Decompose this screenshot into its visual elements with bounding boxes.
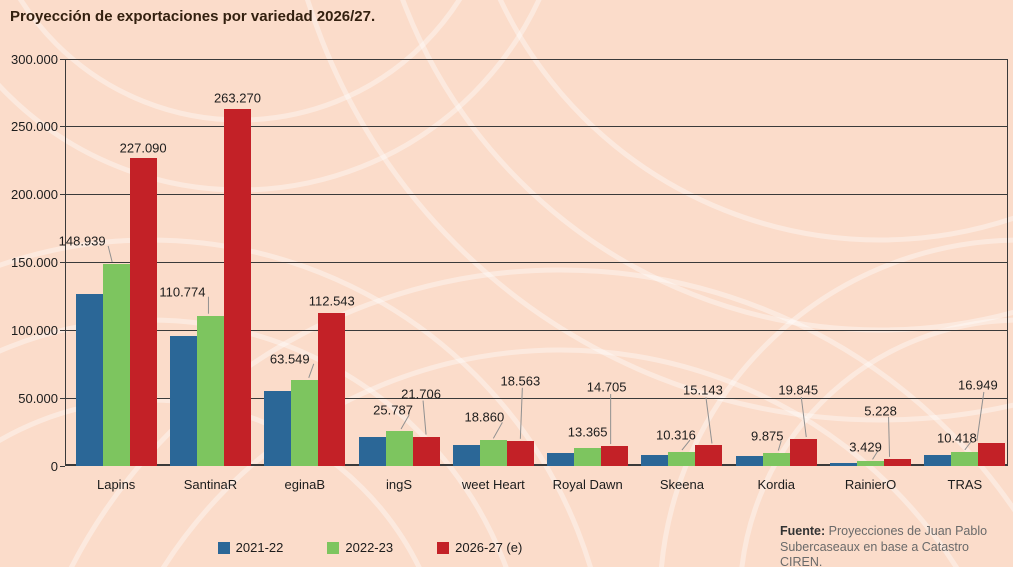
gridline	[65, 126, 1008, 128]
y-axis-tick-mark	[60, 262, 65, 263]
bar-2022-23	[102, 263, 130, 466]
bar-2026-27-e-	[601, 446, 629, 466]
value-label: 3.429	[849, 439, 882, 455]
legend-label: 2026-27 (e)	[455, 540, 523, 555]
y-axis-tick-mark	[60, 126, 65, 128]
bar-2022-23	[762, 452, 790, 466]
bar-2026-27-e-	[223, 108, 251, 466]
legend-item-2021-22: 2021-22	[217, 540, 284, 555]
legend-label: 2022-23	[345, 540, 394, 555]
bar-2026-27-e-	[129, 157, 157, 466]
x-axis-category-label: ingS	[386, 477, 413, 492]
bar-2022-23	[196, 315, 224, 466]
bar-2022-23	[857, 461, 885, 466]
bar-2026-27-e-	[318, 313, 346, 466]
bar-2026-27-e-	[789, 439, 817, 466]
value-label: 13.365	[567, 424, 608, 440]
value-label: 18.563	[500, 373, 541, 389]
bar-2022-23	[951, 451, 979, 466]
value-label: 14.705	[586, 379, 627, 395]
y-axis-tick-mark	[60, 329, 65, 331]
value-label: 227.090	[119, 140, 167, 156]
bar-2021-22	[830, 462, 858, 466]
x-axis-category-label: eginaB	[284, 477, 325, 492]
gridline	[65, 262, 1008, 263]
bar-2022-23	[291, 379, 319, 466]
value-label: 19.845	[778, 382, 819, 398]
legend-item-2022-23: 2022-23	[327, 540, 393, 555]
value-label: 18.860	[464, 409, 505, 425]
value-label: 263.270	[213, 90, 261, 106]
x-axis-category-label: Kordia	[757, 477, 796, 492]
legend-swatch-green-icon	[327, 541, 340, 554]
x-axis-category-label: Skeena	[659, 477, 704, 492]
value-label: 9.875	[750, 428, 784, 444]
value-label: 63.549	[269, 351, 310, 367]
x-axis-category-label: weet Heart	[461, 477, 525, 492]
y-axis-tick-label: 300.000	[11, 51, 58, 67]
source-note: Fuente: Proyecciones de Juan Pablo Suber…	[780, 524, 1006, 567]
bar-2021-22	[547, 453, 575, 466]
value-label: 21.706	[401, 386, 441, 402]
y-axis-tick-label: 50.000	[18, 390, 58, 406]
y-axis-tick-label: 150.000	[11, 255, 58, 270]
x-axis-category-label: TRAS	[947, 477, 983, 492]
y-axis-tick-mark	[60, 58, 65, 60]
value-label: 25.787	[373, 402, 413, 418]
value-label: 10.316	[656, 427, 696, 443]
value-label: 10.418	[936, 430, 977, 446]
bar-2022-23	[668, 452, 696, 466]
source-line-2: Subercaseaux en base a Catastro CIREN.	[780, 539, 970, 567]
bar-2021-22	[452, 445, 480, 466]
x-axis-category-label: SantinaR	[183, 477, 238, 492]
gridline	[65, 194, 1008, 196]
y-axis-tick-label: 250.000	[11, 119, 58, 135]
legend-swatch-red-icon	[437, 541, 450, 554]
y-axis-tick-mark	[60, 397, 65, 399]
bar-2021-22	[169, 336, 197, 466]
value-label: 148.939	[58, 233, 106, 249]
legend: 2021-22 2022-23 2026-27 (e)	[0, 540, 740, 555]
y-axis-tick-mark	[60, 465, 65, 467]
x-axis-category-label: Lapins	[96, 477, 136, 492]
source-line-1: Fuente: Proyecciones de Juan Pablo	[780, 524, 988, 538]
x-axis-category-label: Royal Dawn	[552, 477, 623, 492]
y-axis-tick-mark	[60, 194, 65, 196]
legend-swatch-blue-icon	[217, 541, 230, 554]
bar-2026-27-e-	[412, 436, 440, 466]
value-label: 112.543	[308, 293, 355, 309]
chart-title: Proyección de exportaciones por variedad…	[10, 8, 376, 25]
bar-2021-22	[358, 436, 386, 466]
bar-2026-27-e-	[695, 445, 723, 466]
value-label: 15.143	[683, 382, 723, 398]
bar-2026-27-e-	[884, 458, 912, 466]
bar-2021-22	[924, 455, 952, 466]
bar-2022-23	[385, 431, 413, 466]
bar-2021-22	[264, 391, 292, 466]
bar-2026-27-e-	[506, 440, 534, 466]
gridline	[65, 329, 1008, 331]
value-label: 16.949	[957, 377, 998, 393]
y-axis-tick-label: 200.000	[11, 187, 58, 203]
legend-label: 2021-22	[235, 540, 284, 555]
bar-2021-22	[735, 456, 763, 466]
x-axis-category-label: RainierO	[844, 477, 897, 492]
value-label: 110.774	[159, 284, 206, 300]
bar-2026-27-e-	[978, 443, 1006, 466]
y-axis-tick-label: 100.000	[11, 322, 58, 338]
y-axis-tick-label: 0	[50, 458, 58, 474]
bar-2022-23	[479, 440, 507, 466]
value-label: 5.228	[864, 403, 897, 419]
gridline	[65, 397, 1008, 399]
bar-2021-22	[641, 455, 669, 466]
legend-item-2026-27: 2026-27 (e)	[437, 540, 522, 555]
source-prefix: Fuente:	[780, 524, 826, 538]
bar-2022-23	[574, 447, 602, 466]
bar-2021-22	[75, 294, 103, 466]
